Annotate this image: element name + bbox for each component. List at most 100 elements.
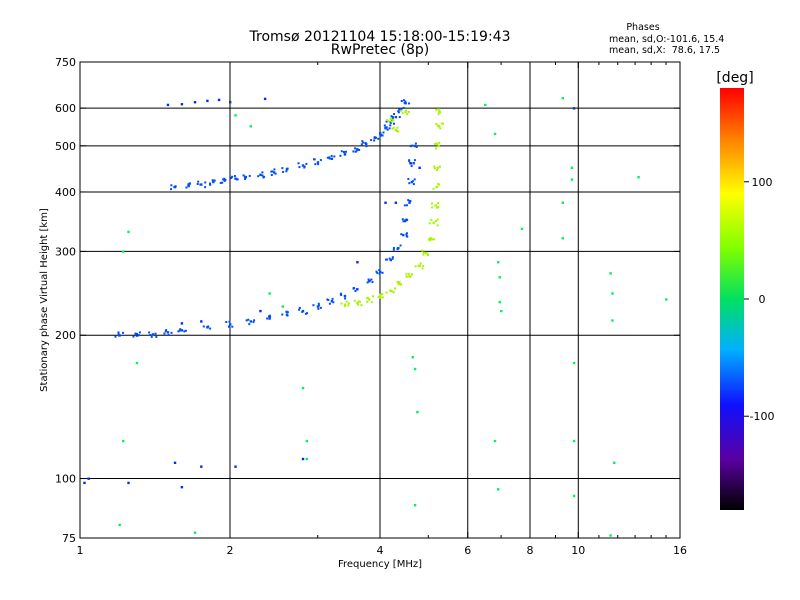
data-point (438, 111, 441, 114)
data-point (366, 281, 369, 284)
data-point (400, 108, 403, 111)
grid-lines (80, 62, 680, 538)
data-point (360, 304, 363, 307)
data-point (378, 133, 381, 136)
data-point (298, 308, 301, 311)
data-point (381, 293, 384, 296)
data-point (132, 335, 135, 338)
data-point (122, 250, 125, 253)
data-point (413, 503, 417, 507)
data-point (387, 120, 390, 123)
data-point (409, 200, 412, 203)
data-point (394, 201, 398, 204)
data-point (437, 144, 440, 148)
data-point (379, 131, 382, 135)
data-point (389, 289, 392, 292)
data-point (266, 317, 269, 320)
data-point (212, 179, 215, 182)
data-point (406, 113, 409, 116)
data-point (134, 332, 137, 335)
data-point (83, 481, 86, 485)
data-point (248, 174, 251, 177)
data-point (410, 273, 413, 276)
data-point (356, 148, 359, 151)
data-point (436, 124, 439, 127)
data-point (301, 457, 305, 461)
data-point (438, 141, 441, 144)
data-point (385, 126, 388, 129)
data-point (319, 159, 322, 162)
data-point (312, 304, 315, 307)
data-point (381, 134, 384, 137)
data-point (413, 144, 417, 148)
data-point (312, 158, 315, 161)
data-point (493, 439, 497, 443)
data-point (304, 312, 307, 315)
data-point (401, 112, 404, 115)
data-point (235, 178, 238, 181)
data-point (429, 237, 432, 240)
data-point (305, 457, 309, 461)
data-point (500, 309, 503, 313)
data-point (228, 320, 231, 323)
data-point (122, 331, 125, 334)
data-point (167, 333, 170, 336)
data-point (164, 330, 167, 333)
data-point (370, 301, 373, 304)
data-point (301, 164, 305, 167)
data-point (416, 410, 419, 414)
data-point (397, 111, 400, 114)
data-point (397, 130, 400, 133)
data-point (400, 233, 403, 236)
data-point (422, 264, 425, 267)
data-point (434, 147, 437, 150)
data-point (408, 182, 411, 185)
data-point (370, 139, 373, 142)
data-point (188, 182, 191, 185)
data-point (360, 143, 363, 146)
data-point (319, 306, 322, 309)
data-point (392, 118, 395, 121)
data-point (185, 186, 188, 189)
data-point (127, 230, 130, 234)
data-point (436, 224, 439, 227)
data-point (222, 178, 225, 181)
data-point (330, 157, 334, 161)
data-point (286, 167, 289, 170)
data-point (328, 302, 331, 305)
data-point (392, 248, 395, 251)
data-point (393, 287, 396, 290)
data-point (417, 264, 420, 267)
data-point (206, 99, 209, 103)
data-point (166, 103, 170, 107)
data-point (114, 335, 117, 338)
data-point (368, 279, 371, 282)
data-point (430, 202, 433, 205)
data-point (414, 142, 417, 145)
data-point (422, 251, 425, 254)
data-point (207, 325, 210, 328)
data-point (180, 322, 184, 325)
data-point (303, 165, 306, 168)
data-point (437, 182, 440, 185)
data-point (421, 249, 424, 252)
data-point (409, 275, 412, 278)
data-point (665, 298, 668, 301)
data-point (357, 300, 360, 303)
data-point (419, 262, 422, 265)
data-point (328, 156, 331, 159)
data-point (373, 136, 376, 139)
data-point (184, 329, 187, 332)
data-point (155, 335, 158, 338)
data-point (413, 159, 416, 162)
data-point (375, 270, 378, 273)
data-point (197, 180, 200, 183)
data-point (431, 238, 434, 241)
data-point (223, 177, 226, 180)
data-point (342, 150, 345, 153)
x-tick-label: 6 (464, 544, 471, 557)
data-point (297, 162, 300, 165)
data-point (408, 201, 411, 204)
data-point (428, 239, 431, 242)
data-point (410, 165, 413, 168)
